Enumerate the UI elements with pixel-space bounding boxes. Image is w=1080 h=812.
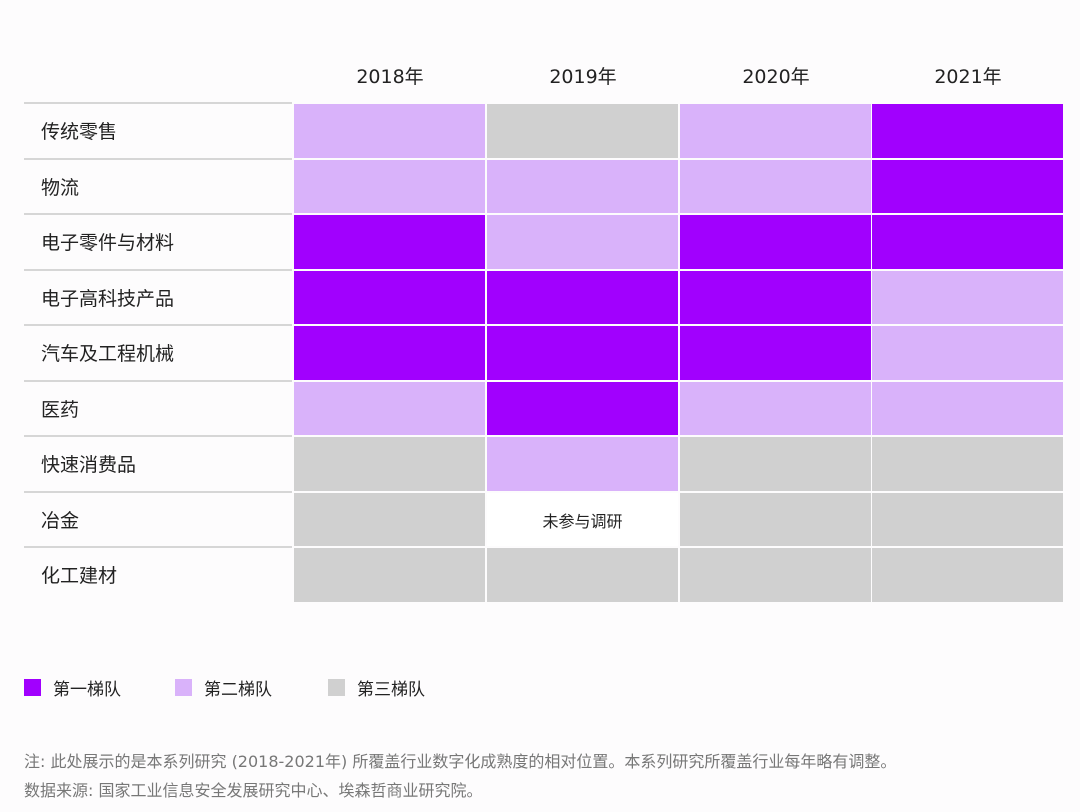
data-source: 数据来源: 国家工业信息安全发展研究中心、埃森哲商业研究院。 [24, 781, 483, 800]
legend-label: 第二梯队 [204, 680, 272, 700]
heatmap-cell-tier-2 [294, 104, 485, 158]
heatmap-cell-tier-1 [294, 326, 485, 380]
row-label: 汽车及工程机械 [24, 324, 292, 379]
heatmap-cell-tier-3 [294, 493, 485, 546]
heatmap-cell-tier-2 [487, 215, 678, 269]
heatmap-cell-tier-3 [294, 437, 485, 491]
heatmap-cell-tier-2 [872, 271, 1063, 324]
heatmap-cell-tier-3 [680, 437, 871, 491]
heatmap-cell-tier-1 [872, 104, 1063, 158]
legend-swatch [175, 679, 192, 696]
heatmap-cell-tier-2 [680, 160, 871, 213]
row-label: 电子零件与材料 [24, 213, 292, 268]
heatmap-cell-tier-2 [487, 160, 678, 213]
heatmap-cell-tier-3 [872, 493, 1063, 546]
heatmap-cell-tier-1 [872, 160, 1063, 213]
heatmap-cell-tier-1 [487, 326, 678, 380]
heatmap-cell-tier-2 [872, 326, 1063, 380]
row-label: 物流 [24, 158, 292, 213]
column-header: 2021年 [934, 66, 1002, 88]
heatmap-cell-tier-1 [487, 271, 678, 324]
row-label: 化工建材 [24, 546, 292, 601]
heatmap-cell-tier-3 [680, 548, 871, 602]
column-header: 2018年 [356, 66, 424, 88]
row-label: 传统零售 [24, 102, 292, 157]
legend-item: 第二梯队 [175, 675, 272, 700]
row-label: 医药 [24, 380, 292, 435]
heatmap-cell-tier-3 [872, 437, 1063, 491]
heatmap-cell-tier-2 [294, 160, 485, 213]
legend-item: 第一梯队 [24, 675, 121, 700]
heatmap-cell-tier-1 [680, 326, 871, 380]
heatmap-cell-tier-3 [487, 548, 678, 602]
heatmap-cell-tier-2 [680, 104, 871, 158]
heatmap-cell-tier-3 [294, 548, 485, 602]
row-label: 电子高科技产品 [24, 269, 292, 324]
footnote: 注: 此处展示的是本系列研究 (2018-2021年) 所覆盖行业数字化成熟度的… [24, 752, 897, 771]
heatmap-cell-tier-2 [487, 437, 678, 491]
column-header: 2019年 [549, 66, 617, 88]
heatmap-cell-tier-1 [872, 215, 1063, 269]
heatmap-cell-tier-1 [487, 382, 678, 435]
heatmap-cell-tier-1 [680, 215, 871, 269]
column-header: 2020年 [742, 66, 810, 88]
legend-label: 第三梯队 [357, 680, 425, 700]
heatmap-cell-tier-1 [294, 271, 485, 324]
row-label: 冶金 [24, 491, 292, 546]
legend-label: 第一梯队 [53, 680, 121, 700]
heatmap-cell-tier-3 [872, 548, 1063, 602]
heatmap-cell-tier-2 [680, 382, 871, 435]
legend-swatch [24, 679, 41, 696]
heatmap-cell-tier-2 [294, 382, 485, 435]
heatmap-cell-tier-2 [872, 382, 1063, 435]
legend-swatch [328, 679, 345, 696]
legend-item: 第三梯队 [328, 675, 425, 700]
heatmap-cell-tier-1 [294, 215, 485, 269]
row-label: 快速消费品 [24, 435, 292, 490]
missing-label: 未参与调研 [542, 511, 623, 531]
heatmap-cell-missing: 未参与调研 [487, 493, 678, 546]
heatmap-cell-tier-1 [680, 271, 871, 324]
heatmap-cell-tier-3 [487, 104, 678, 158]
heatmap-cell-tier-3 [680, 493, 871, 546]
